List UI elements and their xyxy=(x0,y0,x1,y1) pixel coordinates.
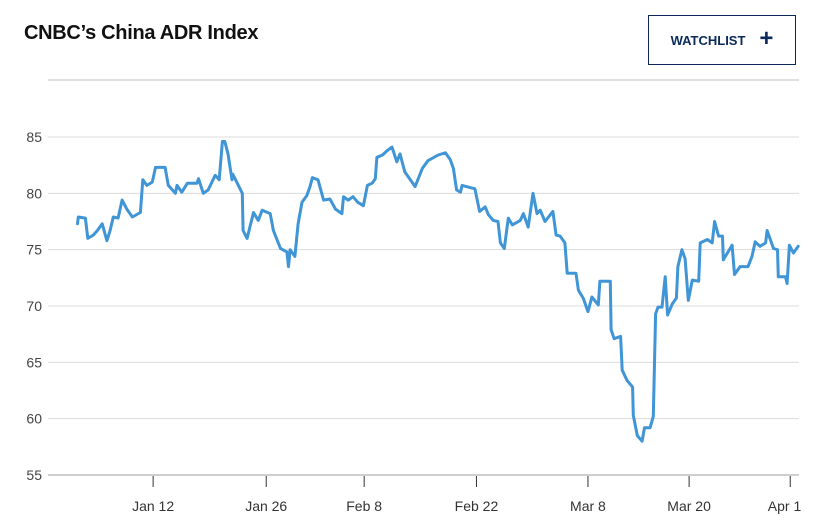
watchlist-button[interactable]: WATCHLIST + xyxy=(648,15,796,65)
y-tick-label: 75 xyxy=(26,242,42,258)
y-tick-label: 80 xyxy=(26,185,42,201)
y-tick-label: 85 xyxy=(26,129,42,145)
x-tick-label: Mar 8 xyxy=(570,498,606,514)
x-tick-label: Apr 1 xyxy=(768,498,802,514)
x-tick-label: Jan 12 xyxy=(132,498,174,514)
page-title: CNBC’s China ADR Index xyxy=(24,22,259,44)
x-tick-label: Feb 22 xyxy=(455,498,499,514)
x-tick-label: Jan 26 xyxy=(245,498,287,514)
y-tick-label: 70 xyxy=(26,298,42,314)
y-tick-label: 60 xyxy=(26,411,42,427)
watchlist-button-label: WATCHLIST xyxy=(670,32,746,48)
plus-icon: + xyxy=(759,25,774,52)
y-tick-label: 65 xyxy=(26,354,42,370)
series-line-china-adr-index xyxy=(76,140,800,443)
x-tick-label: Mar 20 xyxy=(667,498,711,514)
y-tick-label: 55 xyxy=(26,467,42,483)
x-tick-label: Feb 8 xyxy=(346,498,382,514)
